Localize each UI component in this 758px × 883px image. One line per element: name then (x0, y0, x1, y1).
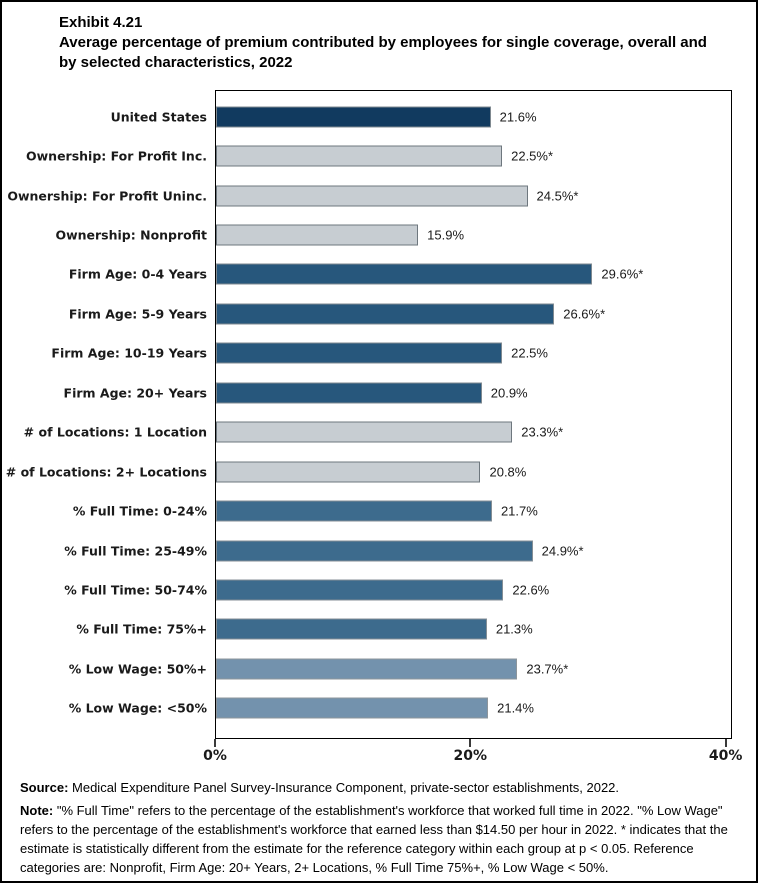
bar-row: % Full Time: 0-24% 21.7% (73, 491, 731, 530)
category-label: Firm Age: 20+ Years (63, 385, 207, 401)
bar-row: Ownership: For Profit Uninc. 24.5%* (7, 176, 731, 215)
x-tick-mark (724, 739, 727, 747)
bar (216, 342, 503, 364)
category-label: Firm Age: 5-9 Years (68, 306, 207, 322)
note-label: Note: (20, 803, 54, 818)
bar (216, 185, 528, 207)
bar (216, 106, 491, 128)
category-label: # of Locations: 2+ Locations (5, 464, 207, 480)
bar (216, 697, 489, 719)
value-label: 24.5%* (536, 188, 579, 204)
category-label: Ownership: For Profit Inc. (26, 148, 207, 164)
bar-row: United States 21.6% (111, 97, 731, 136)
x-tick-label: 0% (203, 748, 227, 764)
bar-row: # of Locations: 1 Location 23.3%* (24, 413, 731, 452)
category-label: United States (110, 109, 207, 125)
bar-row: # of Locations: 2+ Locations 20.8% (6, 452, 731, 491)
value-label: 26.6%* (563, 306, 606, 322)
source-label: Source: (20, 780, 69, 795)
exhibit-number: Exhibit 4.21 (59, 14, 143, 31)
value-label: 20.9% (490, 385, 528, 401)
value-label: 21.7% (500, 503, 538, 519)
bar-row: Ownership: For Profit Inc. 22.5%* (26, 136, 731, 175)
value-label: 22.5%* (511, 148, 554, 164)
bar (216, 224, 419, 246)
bar-row: % Low Wage: <50% 21.4% (69, 689, 731, 728)
bar (216, 579, 504, 601)
value-label: 21.6% (499, 109, 537, 125)
category-label: Ownership: For Profit Uninc. (7, 188, 207, 204)
value-label: 21.4% (497, 700, 534, 716)
value-label: 21.3% (495, 621, 533, 637)
page-title: Average percentage of premium contribute… (59, 34, 707, 71)
footer: Source: Medical Expenditure Panel Survey… (20, 778, 742, 877)
x-tick-mark (469, 739, 472, 747)
note-text: "% Full Time" refers to the percentage o… (20, 803, 728, 875)
x-tick-mark (214, 739, 216, 747)
value-label: 29.6%* (601, 266, 644, 282)
category-label: % Low Wage: <50% (68, 700, 207, 716)
category-label: % Full Time: 0-24% (72, 503, 207, 519)
value-label: 23.7%* (526, 661, 569, 677)
bar (216, 145, 503, 167)
category-label: % Low Wage: 50%+ (68, 661, 207, 677)
value-label: 15.9% (427, 227, 465, 243)
bar-chart-plot-area: United States 21.6% Ownership: For Profit … (6, 90, 732, 739)
bar-row: % Full Time: 75%+ 21.3% (76, 610, 731, 649)
bar (216, 658, 518, 680)
bar (216, 263, 593, 285)
category-label: # of Locations: 1 Location (23, 424, 207, 440)
bar-row: Firm Age: 20+ Years 20.9% (64, 373, 731, 412)
title-block: Exhibit 4.21 Average percentage of premi… (59, 13, 714, 73)
bar (216, 421, 513, 443)
value-label: 22.6% (512, 582, 550, 598)
category-label: Firm Age: 0-4 Years (68, 266, 207, 282)
value-label: 23.3%* (521, 424, 564, 440)
bar (216, 461, 481, 483)
bar-row: Firm Age: 0-4 Years 29.6%* (69, 255, 731, 294)
value-label: 20.8% (489, 464, 527, 480)
value-label: 22.5% (511, 345, 548, 361)
value-label: 24.9%* (541, 543, 584, 559)
category-label: % Full Time: 50-74% (64, 582, 207, 598)
category-label: Firm Age: 10-19 Years (51, 345, 207, 361)
bar-row: % Full Time: 50-74% 22.6% (64, 570, 731, 609)
x-axis: 0% 20% 40% (203, 739, 742, 773)
x-tick-label: 20% (453, 748, 488, 764)
bar-row: % Full Time: 25-49% 24.9%* (64, 531, 731, 570)
methodology-note: Note: "% Full Time" refers to the percen… (20, 801, 742, 877)
source-text: Medical Expenditure Panel Survey-Insuran… (68, 780, 620, 795)
bar (216, 540, 533, 562)
x-tick-label: 40% (708, 748, 743, 764)
bar (216, 382, 482, 404)
category-label: Ownership: Nonprofit (55, 227, 207, 243)
bar-row: Firm Age: 10-19 Years 22.5% (51, 334, 731, 373)
bar (216, 500, 492, 522)
bar (216, 618, 487, 640)
bar (216, 303, 555, 325)
bar-row: % Low Wage: 50%+ 23.7%* (69, 649, 731, 688)
category-label: % Full Time: 25-49% (64, 543, 207, 559)
bar-row: Firm Age: 5-9 Years 26.6%* (69, 294, 731, 333)
source-note: Source: Medical Expenditure Panel Survey… (20, 778, 742, 797)
category-label: % Full Time: 75%+ (76, 621, 207, 637)
bar-row: Ownership: Nonprofit 15.9% (55, 215, 731, 254)
